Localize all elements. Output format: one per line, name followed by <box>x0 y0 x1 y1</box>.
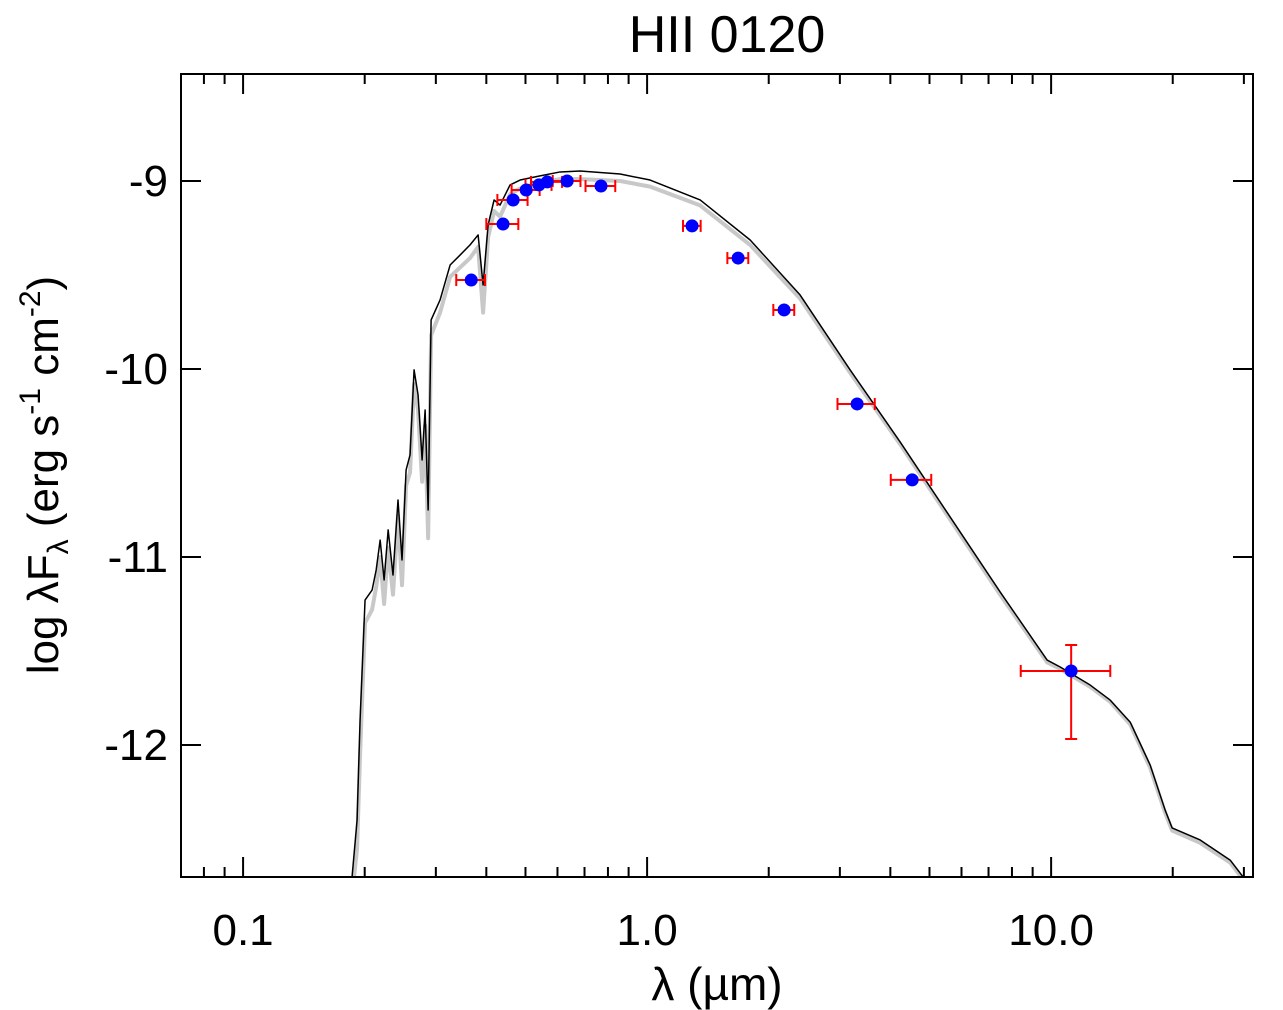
data-point <box>464 273 478 287</box>
x-tick-label: 0.1 <box>212 906 273 955</box>
model-line <box>352 177 1244 877</box>
data-point <box>540 175 554 189</box>
data-point <box>777 303 791 317</box>
plot-area <box>351 170 1244 877</box>
y-tick-label: -12 <box>104 721 168 770</box>
plot-frame <box>180 73 1254 878</box>
x-axis-label: λ (µm) <box>651 958 782 1010</box>
y-label-part: -2 <box>14 290 47 317</box>
y-label-part: cm <box>19 317 68 388</box>
y-tick-label: -11 <box>108 533 168 582</box>
data-point <box>1064 664 1078 678</box>
data-point <box>506 193 520 207</box>
data-point <box>905 473 919 487</box>
y-tick-label: -9 <box>129 157 168 206</box>
y-axis-label: log λFλ (erg s-1 cm-2) <box>14 276 75 674</box>
data-point <box>594 179 608 193</box>
data-point <box>519 183 533 197</box>
y-label-part: λ <box>42 539 75 554</box>
y-label-part: log λF <box>19 554 68 674</box>
y-label-part: (erg s <box>19 415 68 540</box>
y-label-part: ) <box>19 276 68 291</box>
x-tick-label: 10.0 <box>1008 906 1094 955</box>
y-label-part: -1 <box>14 388 47 415</box>
chart-title: HII 0120 <box>629 6 826 64</box>
data-point <box>560 174 574 188</box>
y-tick-label: -10 <box>104 345 168 394</box>
data-point <box>496 217 510 231</box>
data-point <box>731 251 745 265</box>
data-point <box>685 219 699 233</box>
x-tick-label: 1.0 <box>617 906 678 955</box>
data-point <box>850 397 864 411</box>
